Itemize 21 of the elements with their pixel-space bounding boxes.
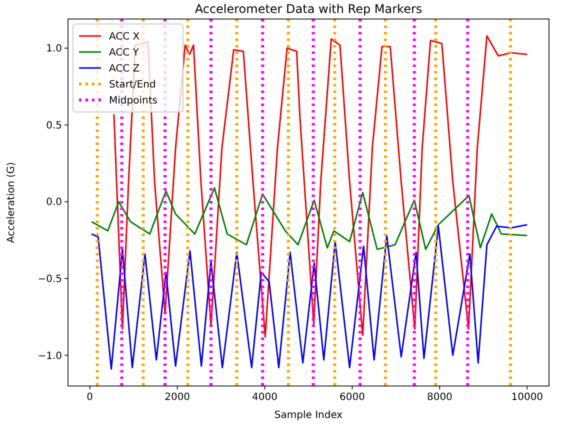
x-tick-label: 10000: [511, 392, 544, 403]
legend-label: ACC X: [109, 32, 140, 42]
chart-title: Accelerometer Data with Rep Markers: [194, 2, 422, 16]
legend-label: ACC Z: [109, 64, 140, 74]
x-tick-label: 6000: [340, 392, 365, 403]
y-tick-label: −1.0: [38, 350, 62, 362]
y-axis-title: Acceleration (G): [6, 162, 17, 243]
y-tick-label: −0.5: [38, 274, 62, 286]
legend-label: ACC Y: [109, 48, 140, 58]
line-series: [90, 187, 528, 250]
ref-line-label: Midpoints: [109, 96, 158, 106]
y-tick-label: 1.0: [46, 44, 62, 55]
x-tick-label: 2000: [164, 392, 190, 403]
line-series: [90, 224, 528, 370]
x-tick-label: 8000: [426, 392, 452, 403]
x-tick-label: 4000: [252, 392, 278, 403]
x-axis-title: Sample Index: [274, 410, 343, 421]
ref-line-label: Start/End: [109, 80, 156, 90]
y-tick-label: 0.5: [46, 120, 62, 132]
x-tick-label: 0: [86, 392, 94, 403]
y-tick-label: 0.0: [46, 197, 62, 208]
